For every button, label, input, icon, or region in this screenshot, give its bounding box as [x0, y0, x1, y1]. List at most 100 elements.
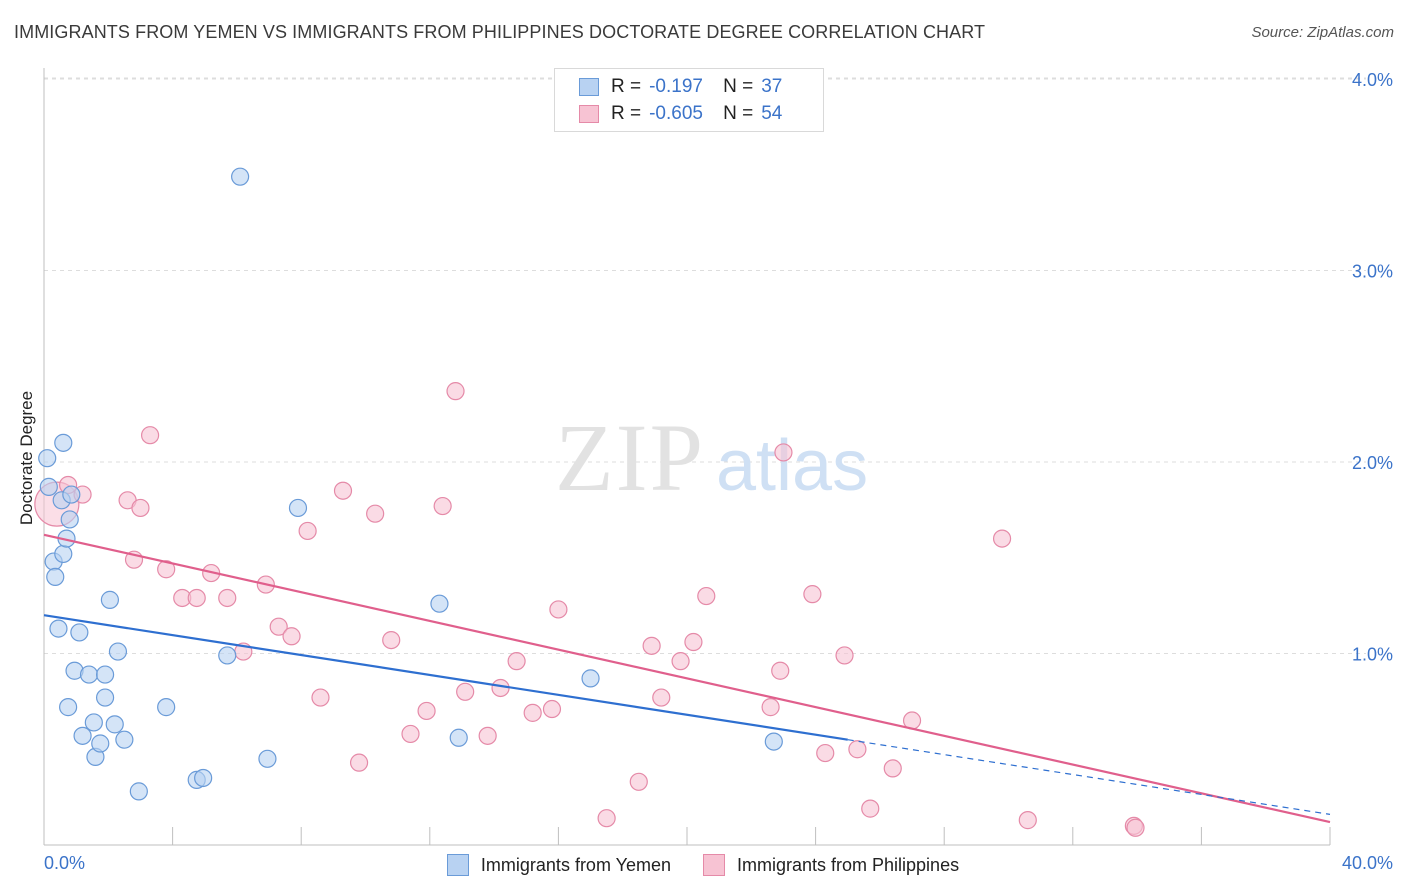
y-axis-label: Doctorate Degree	[17, 390, 36, 526]
philippines-point	[761, 698, 780, 717]
y-tick-label: 2.0%	[1352, 453, 1393, 473]
yemen-point	[581, 669, 600, 688]
philippines-point	[446, 382, 465, 401]
yemen-point	[129, 782, 148, 801]
philippines-point	[349, 753, 369, 772]
philippines-point	[1126, 818, 1145, 837]
legend-row-philippines: R = -0.605 N = 54	[579, 102, 782, 126]
philippines-point	[218, 588, 237, 608]
philippines-point	[671, 652, 690, 671]
series-legend: Immigrants from Yemen Immigrants from Ph…	[0, 852, 1406, 878]
philippines-point	[456, 682, 475, 701]
philippines-point	[542, 699, 562, 719]
philippines-point	[861, 799, 880, 818]
yemen-point	[38, 449, 57, 468]
yemen-point	[95, 688, 115, 707]
legend-item-yemen[interactable]: Immigrants from Yemen	[446, 852, 671, 878]
trend-lines	[43, 533, 1331, 824]
philippines-point	[187, 588, 206, 608]
philippines-point	[642, 636, 661, 655]
yemen-point	[218, 646, 237, 665]
yemen-point	[449, 728, 468, 747]
y-tick-label: 4.0%	[1352, 70, 1393, 90]
philippines-point	[597, 809, 616, 828]
philippines-point	[803, 585, 822, 604]
x-tick-label-min: 0.0%	[44, 853, 85, 873]
y-tick-label: 1.0%	[1352, 645, 1393, 665]
y-tick-label: 3.0%	[1352, 262, 1393, 282]
yemen-point	[194, 768, 213, 788]
philippines-point	[883, 759, 902, 778]
yemen-point	[288, 498, 308, 518]
yemen-point	[62, 485, 81, 504]
yemen-point	[70, 623, 89, 642]
yemen-point	[73, 726, 92, 745]
yemen-point	[60, 510, 79, 529]
yemen-point	[764, 732, 783, 751]
yemen-point	[157, 698, 176, 717]
philippines-point	[774, 443, 793, 462]
philippines-point	[491, 678, 510, 698]
philippines-point	[269, 617, 288, 636]
yemen-point	[91, 734, 110, 753]
philippines-point	[382, 630, 401, 650]
philippines-point	[311, 688, 330, 707]
r-label: R =	[611, 103, 642, 124]
philippines-r-value: -0.605	[649, 103, 703, 124]
yemen-trend-line	[43, 614, 848, 741]
yemen-point	[79, 665, 99, 684]
philippines-point	[848, 740, 867, 759]
watermark-zip: ZIP	[555, 404, 705, 511]
n-label: N =	[723, 103, 754, 124]
legend-label-philippines: Immigrants from Philippines	[737, 854, 960, 875]
legend-item-philippines[interactable]: Immigrants from Philippines	[703, 852, 959, 878]
correlation-legend: R = -0.197 N = 37 R = -0.605 N = 54	[554, 68, 824, 132]
philippines-point	[697, 586, 716, 606]
yemen-point	[54, 433, 73, 452]
philippines-point	[282, 627, 301, 646]
yemen-point	[46, 567, 65, 587]
yemen-n-value: 37	[761, 76, 783, 97]
philippines-trend-line	[43, 533, 1331, 824]
yemen-legend-icon	[446, 854, 469, 876]
philippines-point	[417, 701, 436, 721]
yemen-point	[49, 619, 68, 638]
philippines-point	[684, 632, 703, 652]
n-label: N =	[723, 76, 754, 97]
philippines-point	[298, 521, 317, 541]
source-credit: Source: ZipAtlas.com	[1251, 24, 1394, 41]
philippines-point	[992, 529, 1012, 548]
yemen-point	[54, 544, 73, 564]
philippines-point	[131, 498, 150, 518]
philippines-point	[1018, 811, 1037, 830]
tick-labels: 1.0% 2.0% 3.0% 4.0% 0.0% 40.0%	[44, 70, 1393, 873]
philippines-point	[333, 481, 353, 500]
philippines-n-value: 54	[761, 103, 783, 124]
philippines-point	[366, 504, 385, 523]
yemen-point	[95, 665, 115, 684]
philippines-point	[816, 743, 835, 763]
yemen-point	[59, 698, 78, 717]
philippines-point	[629, 772, 648, 791]
yemen-point	[100, 590, 120, 609]
yemen-trend-extension	[847, 739, 1331, 815]
grid-lines	[44, 77, 1366, 654]
yemen-point	[231, 167, 250, 186]
yemen-point	[105, 715, 124, 734]
series-yemen-points	[38, 167, 783, 801]
philippines-point	[140, 426, 160, 445]
yemen-point	[430, 594, 449, 613]
philippines-point	[771, 661, 790, 680]
chart-title: IMMIGRANTS FROM YEMEN VS IMMIGRANTS FROM…	[14, 22, 986, 42]
legend-label-yemen: Immigrants from Yemen	[480, 854, 671, 875]
yemen-r-value: -0.197	[649, 76, 703, 97]
yemen-point	[84, 713, 103, 732]
philippines-point	[652, 688, 671, 707]
legend-row-yemen: R = -0.197 N = 37	[579, 75, 782, 99]
watermark-atlas: atlas	[716, 426, 868, 506]
philippines-point	[157, 560, 176, 579]
yemen-point	[39, 477, 58, 496]
x-tick-label-max: 40.0%	[1342, 853, 1393, 873]
philippines-point	[835, 646, 854, 665]
r-label: R =	[611, 76, 642, 97]
